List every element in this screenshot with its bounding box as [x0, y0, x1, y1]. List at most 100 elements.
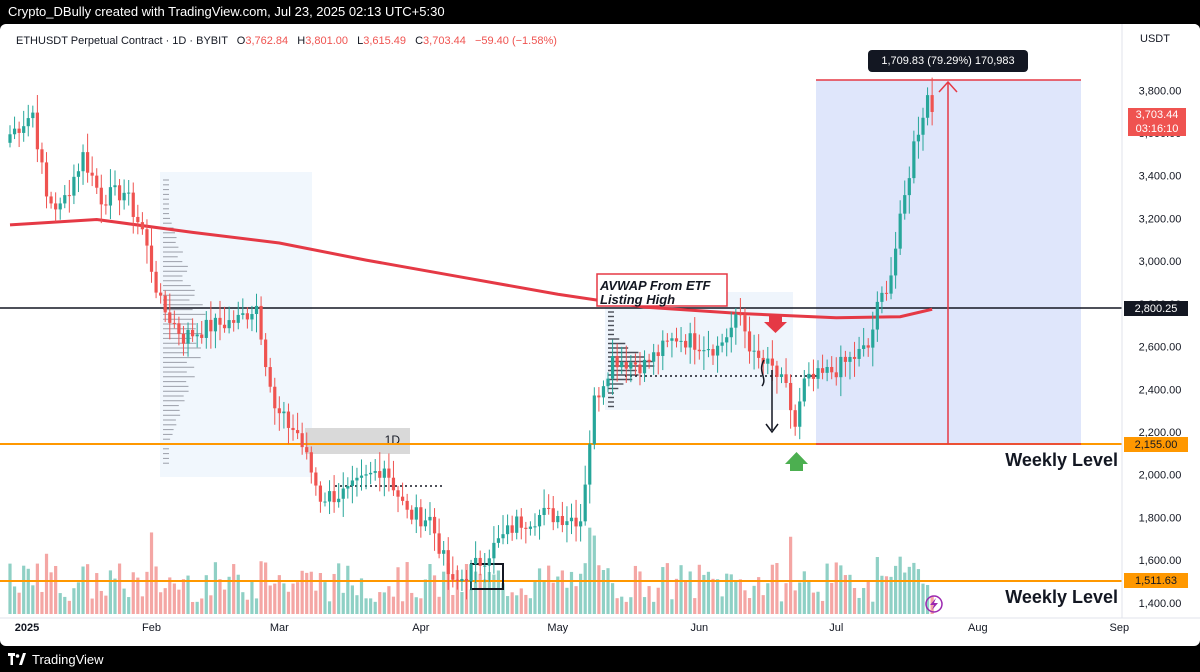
volume-bar — [117, 563, 122, 614]
volume-bar — [232, 564, 236, 614]
candle-body — [350, 480, 354, 487]
volume-bar — [122, 588, 126, 614]
candle-body — [670, 338, 674, 341]
candle-body — [63, 195, 67, 204]
candle-body — [382, 468, 386, 478]
volume-bar — [140, 596, 144, 614]
volume-bar — [90, 598, 94, 614]
volume-bar — [191, 601, 195, 614]
candle-body — [542, 507, 546, 515]
volume-bar — [410, 592, 414, 614]
candle-body — [76, 171, 81, 177]
candle-body — [519, 516, 523, 528]
volume-bar — [451, 594, 455, 614]
volume-bar — [127, 597, 131, 614]
sell-arrow-icon — [764, 314, 787, 333]
candle-body — [533, 526, 537, 528]
candle-body — [492, 542, 496, 559]
volume-bar — [770, 564, 774, 614]
last-price-countdown: 03:16:10 — [1136, 123, 1179, 135]
volume-bar — [382, 592, 386, 614]
candle-body — [606, 378, 610, 387]
volume-bar — [775, 563, 779, 614]
candle-body — [807, 373, 811, 379]
candle-body — [505, 525, 510, 535]
ohlc-legend: ETHUSDT Perpetual Contract · 1D · BYBIT … — [16, 35, 557, 47]
candle-body — [90, 172, 94, 176]
avwap-line[interactable] — [9, 218, 933, 320]
candle-body — [501, 534, 505, 539]
candle-body — [400, 496, 405, 501]
volume-bar — [359, 578, 364, 614]
volume-bar — [350, 585, 354, 614]
candle-body — [921, 117, 925, 135]
volume-bar — [784, 583, 788, 614]
weekly-level-annotation-lower: Weekly Level — [1005, 587, 1118, 607]
volume-bar — [136, 577, 140, 614]
candle-body — [752, 350, 756, 352]
volume-bar — [76, 582, 81, 614]
candle-body — [277, 408, 281, 414]
volume-bar — [245, 599, 249, 614]
candle-body — [309, 452, 313, 473]
candle-body — [396, 490, 400, 497]
lightning-icon[interactable] — [925, 595, 943, 613]
candle-body — [437, 533, 441, 554]
volume-bar — [665, 563, 669, 614]
volume-bar — [825, 563, 829, 614]
volume-bar — [916, 569, 921, 614]
candle-body — [191, 329, 195, 337]
candle-body — [537, 514, 542, 527]
volume-bar — [204, 575, 208, 614]
last-price-tag-bg — [1128, 108, 1186, 136]
volume-bar — [515, 595, 519, 614]
candle-body — [620, 362, 624, 368]
candle-body — [227, 320, 231, 329]
volume-bar — [857, 597, 861, 614]
price-chart[interactable]: 1D — [0, 24, 1200, 646]
candle-body — [784, 374, 788, 383]
time-axis-labels[interactable]: 2025 Feb Mar Apr May Jun Jul Aug Sep — [15, 622, 1129, 634]
candle-body — [99, 187, 103, 205]
volume-bar — [300, 570, 304, 614]
volume-bar — [58, 593, 62, 614]
close-label: C — [415, 35, 423, 47]
x-tick-label: Sep — [1110, 622, 1130, 634]
candle-body — [145, 229, 149, 246]
volume-bar — [373, 601, 377, 614]
volume-bar — [337, 563, 341, 614]
volume-bar — [656, 587, 660, 614]
volume-bar — [131, 572, 135, 614]
volume-bar — [697, 564, 701, 614]
volume-bar — [496, 570, 501, 614]
candle-body — [711, 349, 715, 356]
volume-bar — [364, 598, 368, 614]
candle-body — [496, 538, 501, 543]
candle-body — [355, 477, 359, 481]
measure-tooltip-box — [868, 50, 1028, 72]
candle-body — [647, 359, 651, 362]
candle-body — [117, 185, 122, 201]
volume-bar — [706, 571, 711, 614]
candle-body — [702, 350, 706, 352]
candle-body — [154, 271, 158, 293]
candle-body — [665, 340, 669, 342]
volume-bar — [862, 587, 866, 614]
volume-bar — [729, 574, 733, 614]
candle-body — [738, 314, 742, 316]
candle-body — [300, 433, 304, 448]
candle-body — [624, 362, 628, 369]
volume-bar — [291, 583, 295, 614]
candle-body — [560, 516, 564, 526]
candle-body — [834, 372, 838, 378]
price-tag-1511-bg — [1124, 573, 1188, 588]
candle-body — [862, 345, 866, 349]
volume-bar — [236, 574, 240, 614]
volume-bar — [149, 532, 154, 614]
candle-body — [295, 430, 300, 434]
currency-label: USDT — [1140, 33, 1170, 45]
candle-body — [610, 355, 615, 379]
measure-tooltip-text: 1,709.83 (79.29%) 170,983 — [881, 55, 1014, 67]
candle-body — [200, 334, 204, 338]
